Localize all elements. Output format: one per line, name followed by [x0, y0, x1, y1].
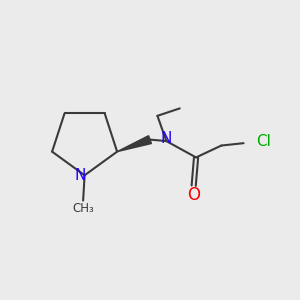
Text: O: O [187, 186, 200, 204]
Text: Cl: Cl [256, 134, 271, 149]
Text: CH₃: CH₃ [72, 202, 94, 215]
Polygon shape [117, 136, 152, 152]
Text: N: N [161, 131, 172, 146]
Text: N: N [74, 168, 86, 183]
